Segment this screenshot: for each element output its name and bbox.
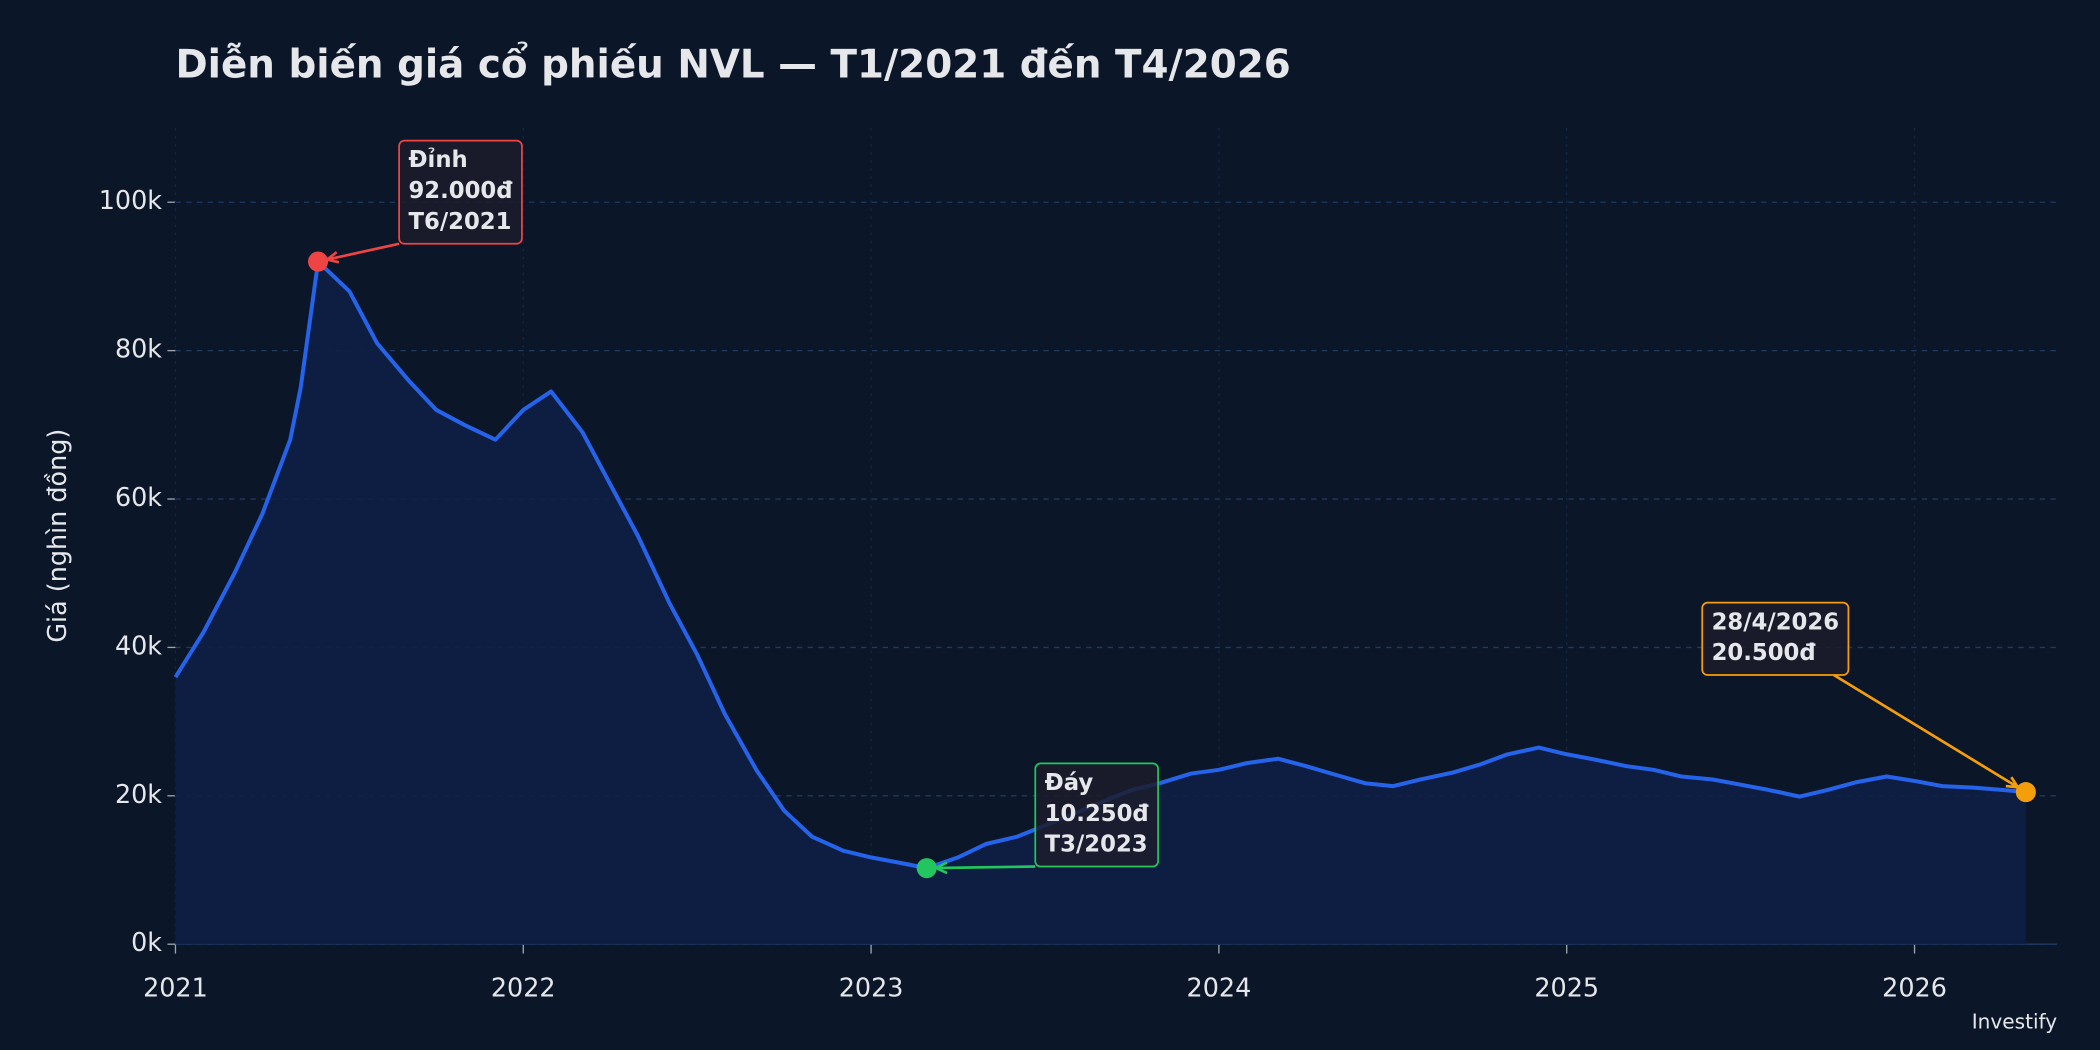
y-tick-label: 20k — [115, 779, 162, 809]
chart-title: Diễn biến giá cổ phiếu NVL — T1/2021 đến… — [175, 41, 1290, 87]
annotation-text: 28/4/2026 — [1712, 609, 1839, 635]
annotation-text: Đỉnh — [408, 147, 467, 173]
watermark: Investify — [1972, 1010, 2058, 1034]
annotation-marker — [916, 858, 937, 879]
annotation-marker — [2015, 782, 2036, 803]
x-tick-label: 2022 — [491, 973, 556, 1003]
y-axis-label: Giá (nghìn đồng) — [42, 429, 72, 643]
annotation-arrow — [1833, 673, 2019, 789]
annotation-text: Đáy — [1045, 770, 1094, 796]
annotation-arrow — [326, 242, 400, 261]
annotation-text: T3/2023 — [1045, 832, 1148, 858]
area-fill — [175, 261, 2026, 945]
annotation-text: T6/2021 — [408, 209, 511, 235]
y-tick-label: 40k — [115, 630, 162, 660]
annotation-text: 10.250đ — [1045, 801, 1150, 827]
annotation-box — [398, 139, 523, 245]
annotation-box — [1701, 601, 1850, 676]
annotation-box — [1034, 762, 1159, 868]
y-tick-label: 0k — [131, 927, 162, 957]
annotation-text: 92.000đ — [408, 178, 513, 204]
annotation: Đáy 10.250đ T3/2023 — [1034, 762, 1159, 868]
annotation: Đỉnh 92.000đ T6/2021 — [398, 139, 523, 245]
x-tick-label: 2025 — [1534, 973, 1599, 1003]
y-tick-label: 80k — [115, 334, 162, 364]
x-tick-label: 2021 — [143, 973, 208, 1003]
annotation-marker — [308, 251, 329, 272]
annotation-text: 20.500đ — [1712, 640, 1817, 666]
x-tick-label: 2023 — [839, 973, 904, 1003]
x-tick-label: 2026 — [1882, 973, 1947, 1003]
annotation-arrow — [936, 865, 1036, 870]
annotation: 28/4/2026 20.500đ — [1701, 601, 1850, 676]
y-tick-label: 60k — [115, 482, 162, 512]
y-tick-label: 100k — [99, 185, 163, 215]
x-tick-label: 2024 — [1187, 973, 1252, 1003]
